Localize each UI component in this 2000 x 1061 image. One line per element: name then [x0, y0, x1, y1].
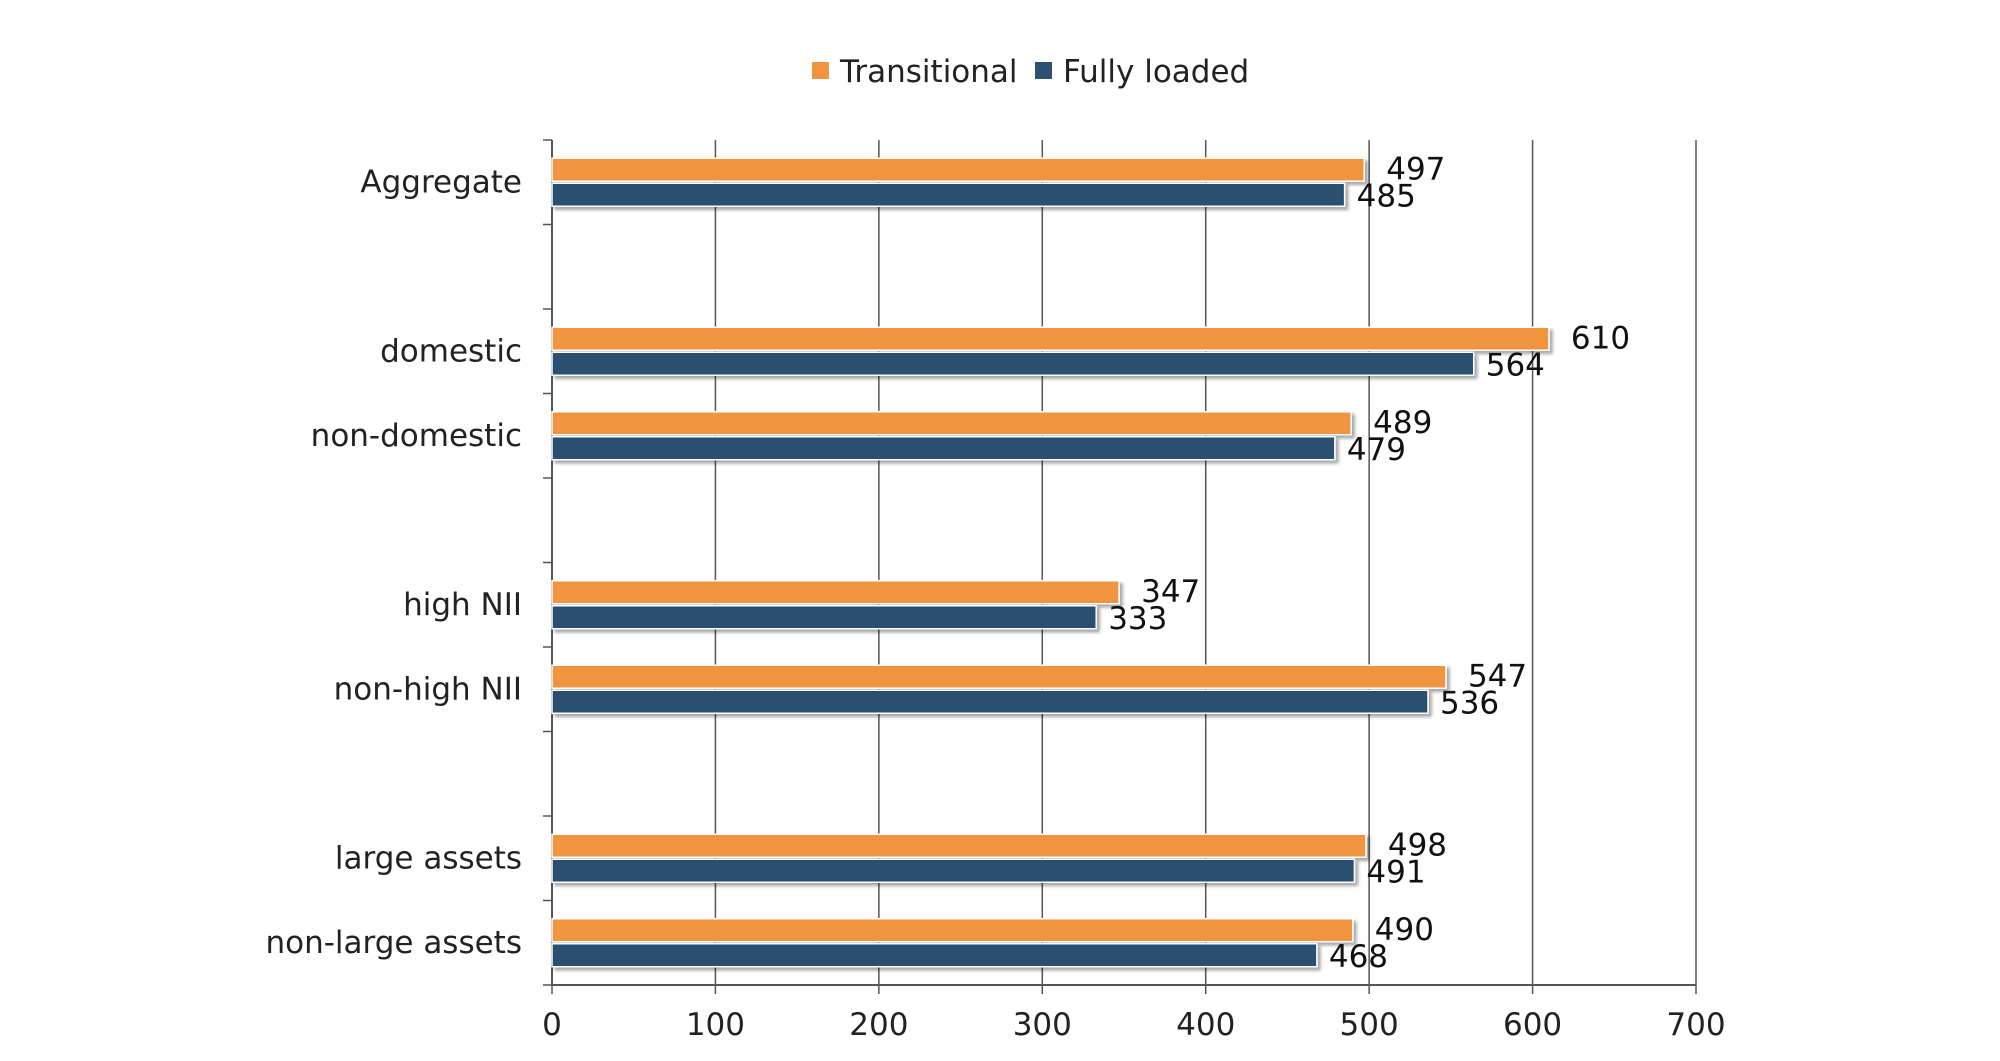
data-label-transitional-domestic: 610	[1571, 320, 1630, 356]
axes: 0 100 200 300 400 500 600 700 Aggregate domestic n…	[265, 139, 1726, 1043]
data-label-fully-loaded-non-large-assets: 468	[1329, 939, 1388, 975]
bar-fully-loaded-large-assets	[551, 858, 1356, 883]
x-tick-label-300: 300	[1013, 1007, 1072, 1043]
bar-fully-loaded-non-large-assets	[551, 943, 1318, 968]
data-label-fully-loaded-aggregate: 485	[1357, 178, 1416, 214]
x-tick-label-100: 100	[686, 1007, 745, 1043]
bar-transitional-non-domestic	[551, 411, 1352, 436]
bar-transitional-non-high-nii	[551, 664, 1447, 689]
data-label-fully-loaded-large-assets: 491	[1366, 854, 1425, 890]
category-label-high-nii: high NII	[403, 587, 522, 623]
bar-transitional-non-large-assets	[551, 918, 1354, 943]
data-label-transitional-aggregate: 497	[1386, 151, 1445, 187]
bar-fully-loaded-non-high-nii	[551, 689, 1429, 714]
bar-transitional-high-nii	[551, 580, 1120, 605]
bar-fully-loaded-non-domestic	[551, 436, 1336, 461]
data-label-transitional-high-nii: 347	[1141, 574, 1200, 610]
bar-transitional-domestic	[551, 326, 1550, 351]
bar-fully-loaded-domestic	[551, 351, 1475, 376]
category-label-aggregate: Aggregate	[360, 164, 522, 200]
legend-label-fully-loaded: Fully loaded	[1063, 54, 1249, 90]
x-tick-label-500: 500	[1340, 1007, 1399, 1043]
data-label-fully-loaded-non-high-nii: 536	[1440, 685, 1499, 721]
grid-lines	[714, 140, 1697, 985]
legend: Transitional Fully loaded	[812, 54, 1249, 90]
data-label-fully-loaded-domestic: 564	[1486, 347, 1545, 383]
data-label-fully-loaded-non-domestic: 479	[1347, 432, 1406, 468]
x-tick-label-700: 700	[1666, 1007, 1725, 1043]
bar-fully-loaded-aggregate	[551, 182, 1346, 207]
data-label-transitional-non-high-nii: 547	[1468, 658, 1527, 694]
x-tick-label-0: 0	[542, 1007, 562, 1043]
x-tick-label-400: 400	[1176, 1007, 1235, 1043]
bars	[551, 157, 1550, 968]
category-label-non-high-nii: non-high NII	[334, 671, 522, 707]
bar-transitional-large-assets	[551, 833, 1367, 858]
category-label-non-large-assets: non-large assets	[265, 925, 522, 961]
x-tick-label-200: 200	[849, 1007, 908, 1043]
bar-transitional-aggregate	[551, 157, 1365, 182]
data-label-transitional-large-assets: 498	[1388, 827, 1447, 863]
category-label-non-domestic: non-domestic	[311, 418, 522, 454]
bar-fully-loaded-high-nii	[551, 605, 1097, 630]
x-tick-label-600: 600	[1503, 1007, 1562, 1043]
data-label-transitional-non-domestic: 489	[1373, 405, 1432, 441]
legend-label-transitional: Transitional	[839, 54, 1018, 90]
data-label-fully-loaded-high-nii: 333	[1108, 601, 1167, 637]
legend-swatch-fully-loaded	[1035, 62, 1052, 79]
category-label-large-assets: large assets	[335, 840, 522, 876]
data-label-transitional-non-large-assets: 490	[1375, 912, 1434, 948]
category-label-domestic: domestic	[380, 333, 522, 369]
legend-swatch-transitional	[812, 62, 829, 79]
